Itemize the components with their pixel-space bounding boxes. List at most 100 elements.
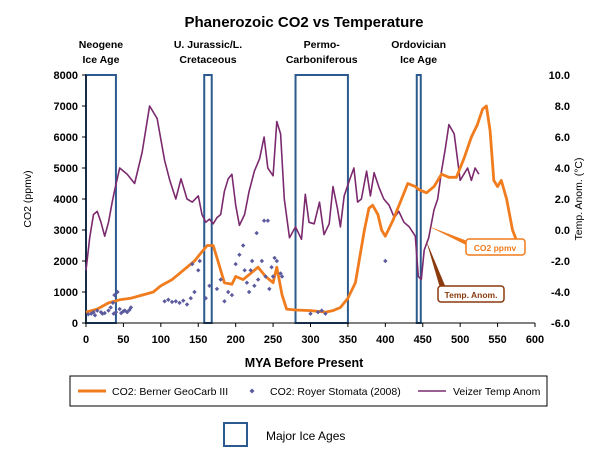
scatter-point-royer <box>233 261 238 267</box>
legend-marker-royer <box>249 388 255 394</box>
legend-box <box>69 375 548 407</box>
y-left-tick-label: 1000 <box>54 287 78 299</box>
y-right-ticks: -6.0 -4.0 -2.0 0.0 2.0 4.0 6.0 8.0 10.0 <box>549 70 570 330</box>
y-right-tick-label: -2.0 <box>551 256 570 268</box>
scatter-point-royer <box>267 286 272 292</box>
scatter-point-royer <box>249 258 255 264</box>
ice-age-label-line1: Ordovician <box>391 39 446 51</box>
scatter-point-royer <box>252 283 257 288</box>
scatter-point-royer <box>225 289 231 295</box>
scatter-point-royer <box>173 299 178 304</box>
scatter-point-royer <box>242 268 247 273</box>
ice-age-label-line2: Carboniferous <box>286 54 358 66</box>
scatter-point-royer <box>110 300 116 306</box>
ice-age-label-line2: Ice Age <box>400 54 437 66</box>
scatter-point-royer <box>323 311 328 316</box>
ice-age-label-line1: Permo- <box>304 39 341 51</box>
x-tick-label: 550 <box>488 334 506 346</box>
scatter-point-royer <box>91 309 96 315</box>
y-right-tick-label: -4.0 <box>551 287 570 299</box>
scatter-point-royer <box>319 308 324 313</box>
scatter-point-royer <box>263 274 268 279</box>
y-left-tick-label: 6000 <box>54 132 78 144</box>
scatter-point-royer <box>207 283 212 288</box>
x-tick-label: 250 <box>264 334 282 346</box>
ice-age-legend-swatch <box>223 422 248 447</box>
scatter-point-royer <box>117 306 122 312</box>
scatter-point-royer <box>106 308 111 313</box>
scatter-point-royer <box>240 243 246 248</box>
scatter-point-royer <box>181 298 186 303</box>
legend-label: CO2: Berner GeoCarb III <box>112 386 228 398</box>
scatter-point-royer <box>113 309 119 315</box>
x-tick-label: 100 <box>152 334 170 346</box>
y-left-axis-label: CO2 (ppmv) <box>22 170 34 227</box>
scatter-point-royer <box>244 280 250 285</box>
ice-age-label-line1: Neogene <box>79 39 124 51</box>
scatter-point-royer <box>128 305 134 310</box>
series-layer <box>85 104 523 318</box>
scatter-point-royer <box>203 296 208 301</box>
x-tick-label: 200 <box>226 334 244 346</box>
legend: CO2: Berner GeoCarb III CO2: Royer Stomat… <box>78 386 541 398</box>
scatter-point-royer <box>111 311 116 316</box>
legend-label: CO2: Royer Stomata (2008) <box>270 386 401 398</box>
y-left-tick-label: 8000 <box>54 70 78 82</box>
y-right-tick-label: 0.0 <box>555 225 570 237</box>
y-left-tick-label: 0 <box>72 318 78 330</box>
y-right-tick-label: 6.0 <box>555 132 570 144</box>
scatter-point-royer <box>237 252 242 257</box>
scatter-point-royer <box>229 292 235 298</box>
scatter-point-royer <box>108 305 113 310</box>
annotation-co2: CO2 ppmv <box>428 226 526 256</box>
series-line-co2-geocarb <box>85 104 523 314</box>
scatter-point-royer <box>383 258 388 264</box>
annotation-temp-text: Temp. Anom. <box>445 290 498 300</box>
scatter-point-royer <box>279 274 285 279</box>
y-left-tick-label: 5000 <box>54 163 78 175</box>
y-left-tick-label: 3000 <box>54 225 78 237</box>
scatter-point-royer <box>177 300 182 306</box>
scatter-point-royer <box>196 268 201 273</box>
scatter-point-royer <box>192 289 197 295</box>
y-left-ticks: 0 1000 2000 3000 4000 5000 6000 7000 8000 <box>54 70 86 330</box>
scatter-point-royer <box>246 289 252 295</box>
y-right-tick-label: -6.0 <box>551 318 570 330</box>
ice-age-label-line2: Ice Age <box>82 54 119 66</box>
scatter-point-royer <box>95 308 100 313</box>
scatter-point-royer <box>255 277 261 282</box>
x-tick-label: 300 <box>301 334 319 346</box>
y-left-tick-label: 4000 <box>54 194 78 206</box>
ice-age-legend-label: Major Ice Ages <box>266 429 345 443</box>
scatter-point-royer <box>269 265 274 270</box>
scatter-point-royer <box>169 299 175 305</box>
x-tick-label: 500 <box>451 334 469 346</box>
y-left-tick-label: 7000 <box>54 101 78 113</box>
ice-age-box <box>294 74 349 324</box>
scatter-point-royer <box>308 311 313 316</box>
x-tick-label: 350 <box>339 334 357 346</box>
y-right-axis-label: Temp. Anom. (°C) <box>573 158 585 241</box>
scatter-point-royer <box>188 296 193 301</box>
scatter-point-royer <box>315 309 321 315</box>
chart-title: Phanerozoic CO2 vs Temperature <box>185 14 424 31</box>
scatter-point-royer <box>254 230 259 236</box>
ice-age-box <box>85 74 117 324</box>
ice-age-labels: Neogene Ice Age U. Jurassic/L. Cretaceous Pe… <box>79 39 446 66</box>
scatter-point-royer <box>274 258 280 264</box>
x-ticks: 0 50 100 150 200 250 300 350 400 450 500 550 600 <box>83 323 544 346</box>
scatter-point-royer <box>166 297 171 302</box>
y-left-tick-label: 2000 <box>54 256 78 268</box>
scatter-point-royer <box>265 218 271 223</box>
series-line-temp <box>85 105 480 281</box>
scatter-point-royer <box>272 255 277 261</box>
ice-age-box <box>415 74 422 324</box>
scatter-point-royer <box>270 274 276 279</box>
scatter-point-royer <box>162 299 167 304</box>
scatter-point-royer <box>278 271 283 276</box>
scatter-point-royer <box>248 268 253 273</box>
y-right-tick-label: 10.0 <box>549 70 570 82</box>
scatter-point-royer <box>92 313 98 318</box>
ice-age-label-line2: Cretaceous <box>179 54 236 66</box>
y-right-tick-label: 4.0 <box>555 163 570 175</box>
